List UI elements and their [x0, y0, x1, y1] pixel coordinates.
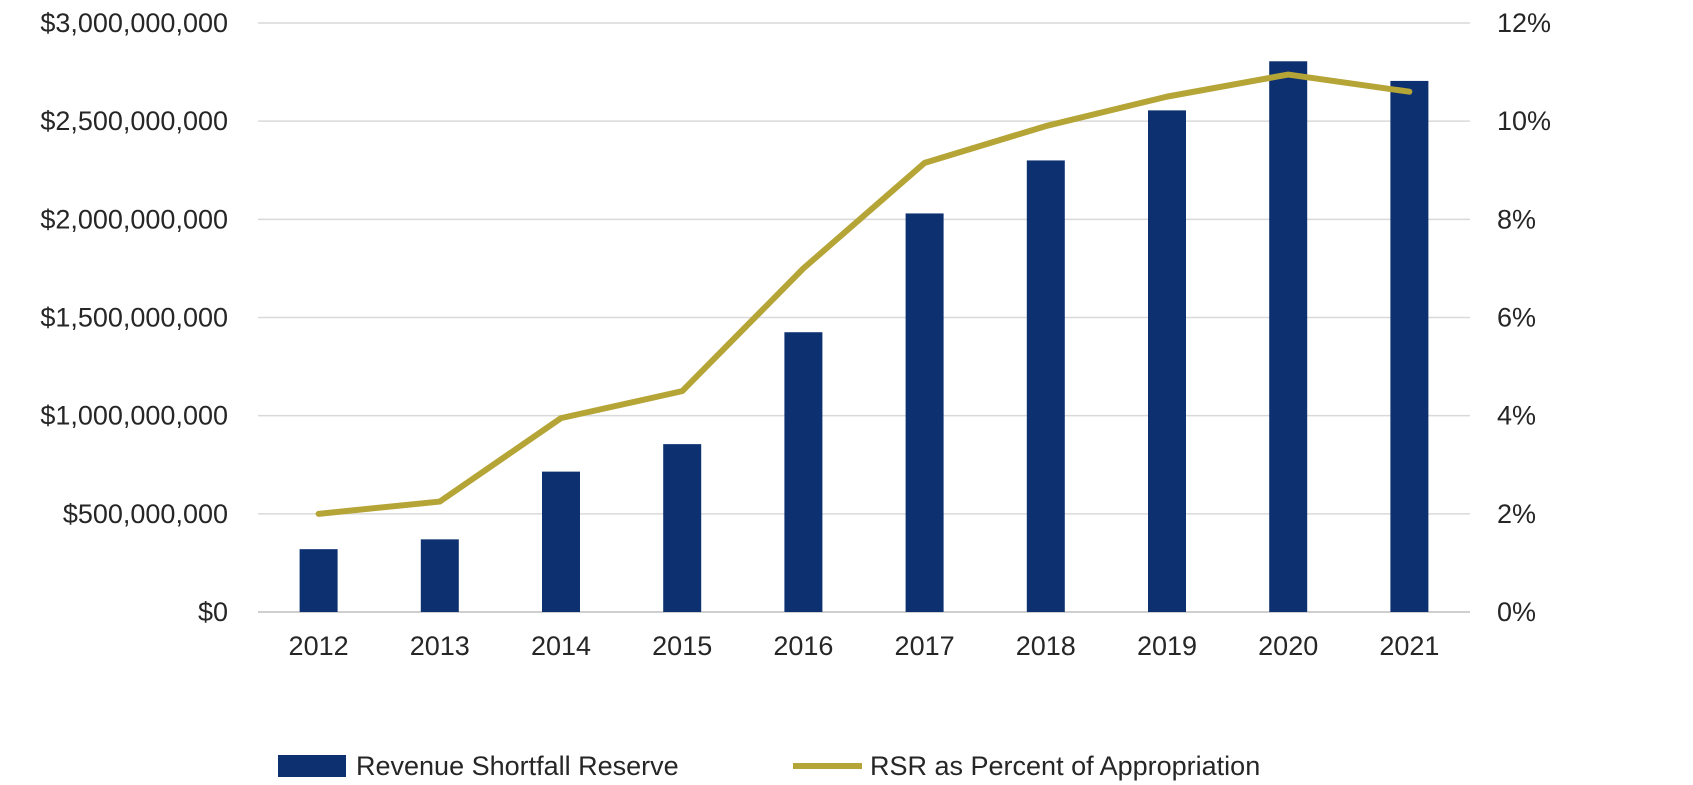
x-tick-label: 2018 [1016, 631, 1076, 661]
bar [663, 444, 702, 612]
right-tick-label: 2% [1497, 499, 1536, 529]
x-tick-label: 2021 [1379, 631, 1439, 661]
bar [420, 539, 459, 612]
left-tick-label: $3,000,000,000 [40, 8, 228, 38]
bar [1026, 160, 1065, 612]
line-point [1408, 91, 1410, 93]
bar [542, 471, 580, 612]
x-tick-label: 2014 [531, 631, 591, 661]
left-tick-label: $0 [198, 597, 228, 627]
bar [905, 213, 944, 612]
line-series [315, 71, 1413, 517]
x-tick-label: 2013 [410, 631, 470, 661]
x-tick-label: 2015 [652, 631, 712, 661]
x-tick-label: 2019 [1137, 631, 1197, 661]
line-point [439, 501, 441, 503]
bar [299, 549, 338, 612]
left-tick-label: $1,500,000,000 [40, 303, 228, 333]
left-tick-label: $2,500,000,000 [40, 106, 228, 136]
line-point [802, 267, 804, 269]
x-axis-ticks: 2012 2013 2014 2015 2016 2017 2018 2019 2020 2021 [289, 631, 1440, 661]
bar-series [299, 61, 1429, 613]
legend: Revenue Shortfall Reserve RSR as Percent… [278, 751, 1260, 781]
line-point [1045, 125, 1047, 127]
right-tick-label: 10% [1497, 106, 1551, 136]
x-tick-label: 2016 [773, 631, 833, 661]
line-point [1287, 74, 1289, 76]
bar [1269, 61, 1308, 613]
legend-bar-label: Revenue Shortfall Reserve [356, 751, 679, 781]
bar [784, 332, 823, 612]
series-line [315, 71, 1413, 517]
right-axis-ticks: 0% 2% 4% 6% 8% 10% 12% [1497, 8, 1551, 627]
x-tick-label: 2020 [1258, 631, 1318, 661]
legend-line-label: RSR as Percent of Appropriation [870, 751, 1260, 781]
right-tick-label: 6% [1497, 303, 1536, 333]
right-tick-label: 12% [1497, 8, 1551, 38]
line-point [924, 162, 926, 164]
left-axis-ticks: $0 $500,000,000 $1,000,000,000 $1,500,000,0… [40, 8, 228, 627]
x-tick-label: 2017 [895, 631, 955, 661]
left-tick-label: $1,000,000,000 [40, 401, 228, 431]
right-tick-label: 8% [1497, 204, 1536, 234]
bar [1390, 80, 1429, 612]
bar [1148, 110, 1186, 612]
left-tick-label: $500,000,000 [63, 499, 228, 529]
left-tick-label: $2,000,000,000 [40, 204, 228, 234]
right-tick-label: 4% [1497, 401, 1536, 431]
x-tick-label: 2012 [289, 631, 349, 661]
legend-bar-swatch [278, 755, 346, 777]
line-point [318, 513, 320, 515]
right-tick-label: 0% [1497, 597, 1536, 627]
line-point [1166, 96, 1168, 98]
line-point [681, 390, 683, 392]
line-point [560, 417, 562, 419]
